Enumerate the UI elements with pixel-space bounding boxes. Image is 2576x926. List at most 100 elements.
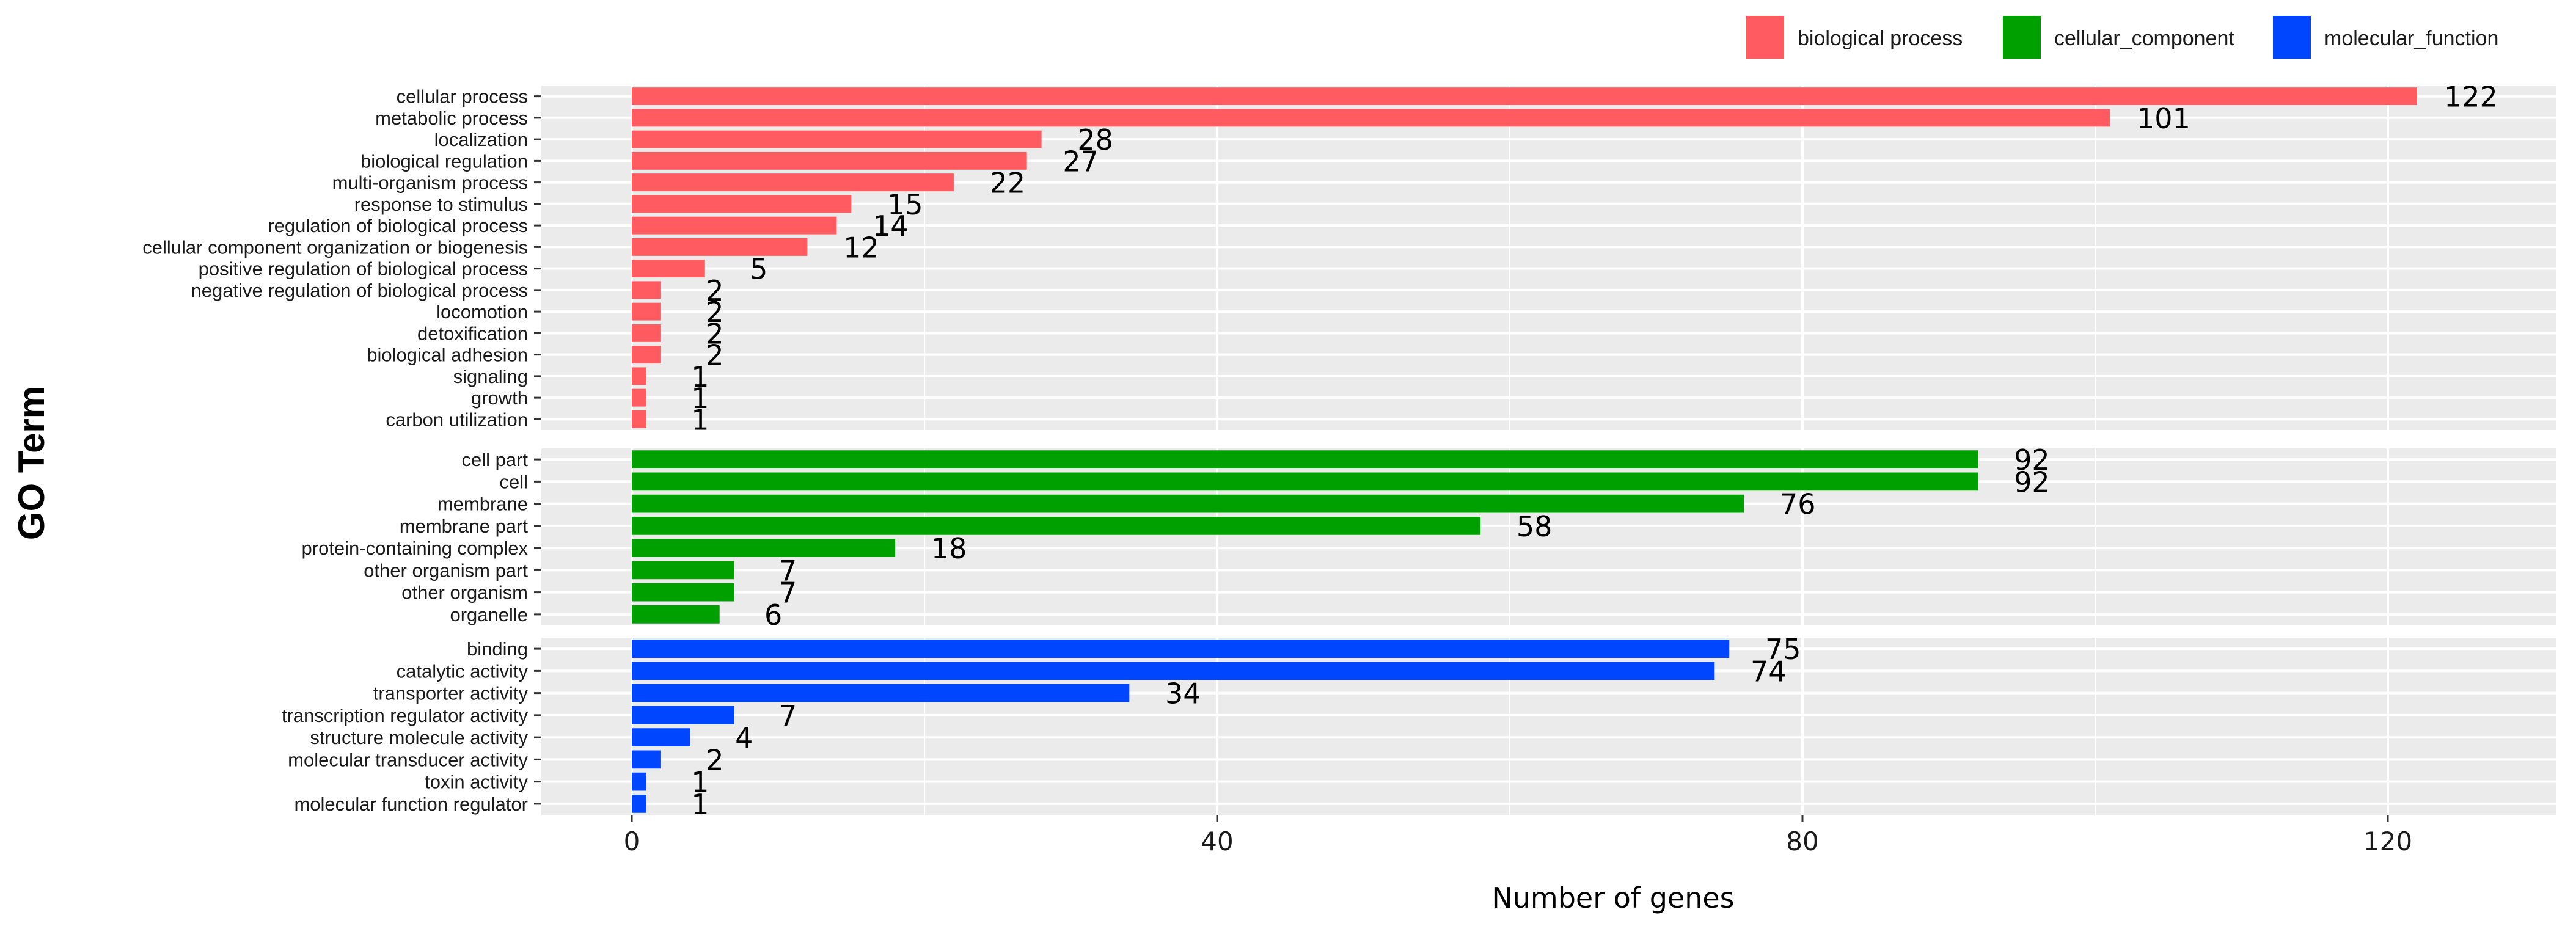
bar-organelle xyxy=(632,605,720,624)
value-label-locomotion: 2 xyxy=(706,296,723,329)
legend: biological process cellular_component mole… xyxy=(1746,16,2498,59)
bar-molecular-transducer-activity xyxy=(632,750,661,769)
value-label-negative-regulation-of-biological-process: 2 xyxy=(706,274,723,307)
category-label-biological-adhesion: biological adhesion xyxy=(367,345,528,366)
legend-key-cellular-component xyxy=(2003,16,2041,59)
legend-label-biological-process: biological process xyxy=(1798,27,1963,50)
value-label-signaling: 1 xyxy=(691,360,709,393)
x-axis-title: Number of genes xyxy=(1491,881,1734,914)
value-label-biological-adhesion: 2 xyxy=(706,339,723,372)
value-label-molecular-function-regulator: 1 xyxy=(691,788,709,821)
value-label-positive-regulation-of-biological-process: 5 xyxy=(750,253,767,286)
category-label-detoxification: detoxification xyxy=(417,323,528,344)
value-label-toxin-activity: 1 xyxy=(691,766,709,799)
category-label-positive-regulation-of-biological-process: positive regulation of biological proces… xyxy=(199,258,528,280)
bar-signaling xyxy=(632,367,646,385)
category-label-protein-containing-complex: protein-containing complex xyxy=(302,538,529,559)
bar-carbon-utilization xyxy=(632,410,646,428)
value-label-transporter-activity: 34 xyxy=(1165,677,1201,710)
category-label-growth: growth xyxy=(471,387,528,409)
category-label-transcription-regulator-activity: transcription regulator activity xyxy=(282,705,529,726)
x-tick-label-120: 120 xyxy=(2363,826,2412,856)
category-label-multi-organism-process: multi-organism process xyxy=(332,172,528,194)
category-label-signaling: signaling xyxy=(453,366,528,387)
bar-cellular-process xyxy=(632,87,2417,106)
category-label-cell: cell xyxy=(499,471,528,492)
category-label-other-organism-part: other organism part xyxy=(364,560,528,581)
bar-molecular-function-regulator xyxy=(632,795,646,813)
value-label-catalytic-activity: 74 xyxy=(1751,655,1787,688)
bar-regulation-of-biological-process xyxy=(632,216,837,235)
category-label-localization: localization xyxy=(434,129,528,150)
bar-positive-regulation-of-biological-process xyxy=(632,260,705,278)
value-label-protein-containing-complex: 18 xyxy=(931,532,967,565)
x-tick-label-80: 80 xyxy=(1786,826,1818,856)
bars xyxy=(632,87,2417,813)
value-label-structure-molecule-activity: 4 xyxy=(735,721,753,754)
value-label-biological-regulation: 27 xyxy=(1063,145,1099,178)
bar-localization xyxy=(632,130,1042,148)
legend-key-biological-process xyxy=(1746,16,1784,59)
bar-detoxification xyxy=(632,324,661,342)
bar-structure-molecule-activity xyxy=(632,728,690,746)
value-label-other-organism-part: 7 xyxy=(779,554,797,587)
category-label-binding: binding xyxy=(467,638,528,660)
value-label-cell-part: 92 xyxy=(2014,443,2050,476)
value-label-localization: 28 xyxy=(1077,123,1113,156)
bar-metabolic-process xyxy=(632,109,2110,127)
value-label-binding: 75 xyxy=(1765,633,1801,666)
value-label-cellular-component-organization-or-biogenesis: 12 xyxy=(843,231,879,264)
legend-label-molecular-function: molecular_function xyxy=(2324,27,2498,50)
bar-growth xyxy=(632,388,646,407)
value-label-growth: 1 xyxy=(691,382,709,415)
bar-biological-regulation xyxy=(632,151,1027,170)
value-labels: 1221012827221514125222211192927658187767… xyxy=(691,81,2497,821)
bar-transporter-activity xyxy=(632,684,1130,702)
category-label-other-organism: other organism xyxy=(401,582,528,603)
bar-negative-regulation-of-biological-process xyxy=(632,281,661,299)
category-label-toxin-activity: toxin activity xyxy=(425,771,528,793)
value-label-organelle: 6 xyxy=(764,599,782,632)
category-label-cellular-component-organization-or-biogenesis: cellular component organization or bioge… xyxy=(142,236,528,258)
category-label-transporter-activity: transporter activity xyxy=(373,683,529,704)
bar-other-organism-part xyxy=(632,561,734,580)
x-tick-label-40: 40 xyxy=(1201,826,1233,856)
value-label-transcription-regulator-activity: 7 xyxy=(779,699,797,732)
value-label-other-organism: 7 xyxy=(779,577,797,610)
bar-membrane xyxy=(632,494,1744,513)
category-label-cell-part: cell part xyxy=(461,449,528,470)
value-label-membrane: 76 xyxy=(1780,488,1816,521)
value-label-cellular-process: 122 xyxy=(2444,81,2498,114)
value-label-membrane-part: 58 xyxy=(1517,510,1553,543)
value-label-regulation-of-biological-process: 14 xyxy=(873,210,909,242)
x-axis: 0 40 80 120 xyxy=(624,815,2412,856)
bar-multi-organism-process xyxy=(632,173,954,192)
value-label-metabolic-process: 101 xyxy=(2137,102,2190,135)
bar-membrane-part xyxy=(632,517,1481,535)
bar-locomotion xyxy=(632,302,661,321)
bar-toxin-activity xyxy=(632,772,646,791)
y-axis-title: GO Term xyxy=(11,386,52,540)
category-label-carbon-utilization: carbon utilization xyxy=(386,409,528,430)
value-label-molecular-transducer-activity: 2 xyxy=(706,743,723,776)
legend-key-molecular-function xyxy=(2273,16,2311,59)
bar-other-organism xyxy=(632,583,734,602)
category-label-biological-regulation: biological regulation xyxy=(360,150,528,172)
category-label-membrane-part: membrane part xyxy=(400,516,529,537)
category-label-locomotion: locomotion xyxy=(436,301,528,323)
bar-cell-part xyxy=(632,450,1978,468)
category-label-molecular-function-regulator: molecular function regulator xyxy=(294,793,528,815)
category-label-organelle: organelle xyxy=(450,604,528,625)
bar-response-to-stimulus xyxy=(632,195,852,213)
value-label-detoxification: 2 xyxy=(706,317,723,350)
bar-cell xyxy=(632,472,1978,491)
category-label-structure-molecule-activity: structure molecule activity xyxy=(310,727,528,748)
value-label-carbon-utilization: 1 xyxy=(691,403,709,436)
category-label-negative-regulation-of-biological-process: negative regulation of biological proces… xyxy=(191,280,528,301)
value-label-response-to-stimulus: 15 xyxy=(887,188,923,221)
bar-biological-adhesion xyxy=(632,346,661,364)
category-label-regulation-of-biological-process: regulation of biological process xyxy=(268,215,528,236)
value-label-multi-organism-process: 22 xyxy=(990,167,1026,200)
